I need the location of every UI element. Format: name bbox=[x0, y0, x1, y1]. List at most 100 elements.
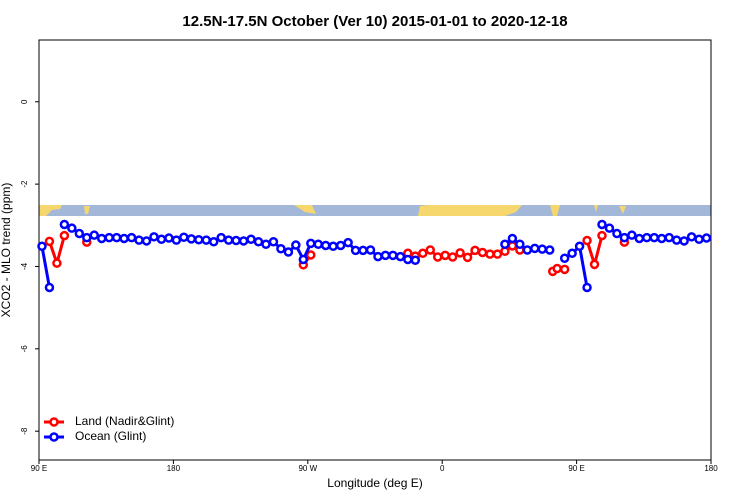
data-point bbox=[537, 244, 548, 254]
data-point bbox=[701, 233, 712, 243]
data-point bbox=[649, 232, 660, 243]
series bbox=[37, 219, 712, 293]
data-point bbox=[111, 232, 122, 243]
data-point bbox=[582, 235, 592, 246]
data-point bbox=[373, 251, 383, 262]
x-tick-label: 180 bbox=[704, 464, 718, 473]
data-point bbox=[686, 232, 697, 242]
data-point bbox=[470, 245, 480, 256]
data-point bbox=[253, 237, 264, 247]
data-point bbox=[380, 250, 391, 261]
data-point bbox=[552, 263, 562, 274]
data-point bbox=[276, 244, 286, 254]
data-point bbox=[141, 236, 152, 246]
data-point bbox=[96, 233, 107, 244]
data-point bbox=[335, 240, 346, 251]
data-point bbox=[507, 241, 518, 251]
x-tick-label: 90 E bbox=[568, 464, 584, 473]
plot-frame bbox=[38, 39, 712, 461]
chart-title: 12.5N-17.5N October (Ver 10) 2015-01-01 … bbox=[182, 13, 567, 30]
data-point bbox=[642, 232, 652, 243]
data-point bbox=[291, 240, 301, 250]
data-point bbox=[597, 219, 607, 230]
data-point bbox=[82, 232, 92, 243]
data-point bbox=[395, 251, 406, 262]
y-tick-label: -4 bbox=[20, 262, 29, 270]
data-point bbox=[44, 282, 55, 293]
y-tick-label: -8 bbox=[20, 427, 29, 435]
data-point bbox=[500, 239, 510, 249]
ocean-strip bbox=[39, 205, 711, 216]
land-shape bbox=[418, 205, 522, 216]
data-point bbox=[664, 232, 674, 243]
data-point bbox=[37, 241, 47, 252]
y-tick-label: -2 bbox=[20, 180, 29, 188]
data-point bbox=[589, 259, 600, 270]
data-point bbox=[328, 241, 338, 252]
data-point bbox=[604, 223, 615, 233]
x-tick-label: 0 bbox=[440, 464, 445, 473]
data-point bbox=[559, 253, 570, 263]
data-point bbox=[89, 230, 100, 240]
data-point bbox=[492, 249, 503, 259]
legend-marker bbox=[49, 432, 59, 442]
data-point bbox=[507, 233, 518, 244]
legend-label: Ocean (Glint) bbox=[75, 429, 146, 443]
data-point bbox=[320, 240, 331, 251]
map-strip bbox=[39, 205, 711, 216]
land-shape bbox=[39, 205, 62, 216]
data-point bbox=[119, 233, 129, 244]
data-point bbox=[208, 237, 219, 247]
data-point bbox=[522, 245, 533, 255]
data-point bbox=[365, 245, 376, 255]
data-point bbox=[403, 254, 413, 265]
data-point bbox=[283, 247, 294, 257]
data-point bbox=[425, 245, 436, 255]
x-tick-label: 90 W bbox=[298, 464, 317, 473]
data-point bbox=[477, 247, 488, 258]
data-point bbox=[627, 230, 637, 240]
data-point bbox=[149, 232, 159, 242]
data-point bbox=[186, 234, 197, 244]
data-point bbox=[171, 235, 182, 245]
data-point bbox=[656, 233, 667, 244]
data-point bbox=[59, 230, 70, 241]
data-point bbox=[164, 233, 174, 243]
data-point bbox=[134, 235, 144, 245]
data-point bbox=[597, 230, 607, 241]
data-point bbox=[350, 245, 361, 256]
data-point bbox=[223, 235, 234, 245]
data-point bbox=[544, 245, 555, 255]
data-point bbox=[574, 241, 585, 252]
data-point bbox=[126, 232, 137, 243]
y-tick-label: 0 bbox=[20, 99, 29, 104]
data-point bbox=[694, 234, 704, 245]
data-point bbox=[306, 238, 316, 249]
land-shape bbox=[619, 206, 626, 214]
data-point bbox=[559, 264, 570, 275]
series bbox=[46, 232, 628, 275]
data-point bbox=[530, 243, 540, 254]
data-point bbox=[447, 252, 458, 262]
data-point bbox=[313, 239, 324, 249]
x-tick-label: 180 bbox=[167, 464, 181, 473]
land-shape bbox=[84, 206, 90, 214]
data-point bbox=[231, 235, 241, 246]
data-point bbox=[216, 232, 226, 243]
data-point bbox=[194, 234, 204, 245]
data-point bbox=[485, 249, 495, 259]
data-point bbox=[612, 228, 622, 239]
data-point bbox=[306, 250, 316, 260]
data-point bbox=[238, 236, 249, 246]
data-point bbox=[74, 228, 85, 239]
data-point bbox=[671, 235, 682, 245]
data-point bbox=[358, 245, 368, 256]
y-axis-label: XCO2 - MLO trend (ppm) bbox=[0, 183, 13, 318]
x-tick-label: 90 E bbox=[31, 464, 47, 473]
data-point bbox=[440, 250, 450, 261]
data-point bbox=[410, 255, 421, 266]
data-point bbox=[418, 248, 428, 259]
data-point bbox=[179, 232, 189, 242]
